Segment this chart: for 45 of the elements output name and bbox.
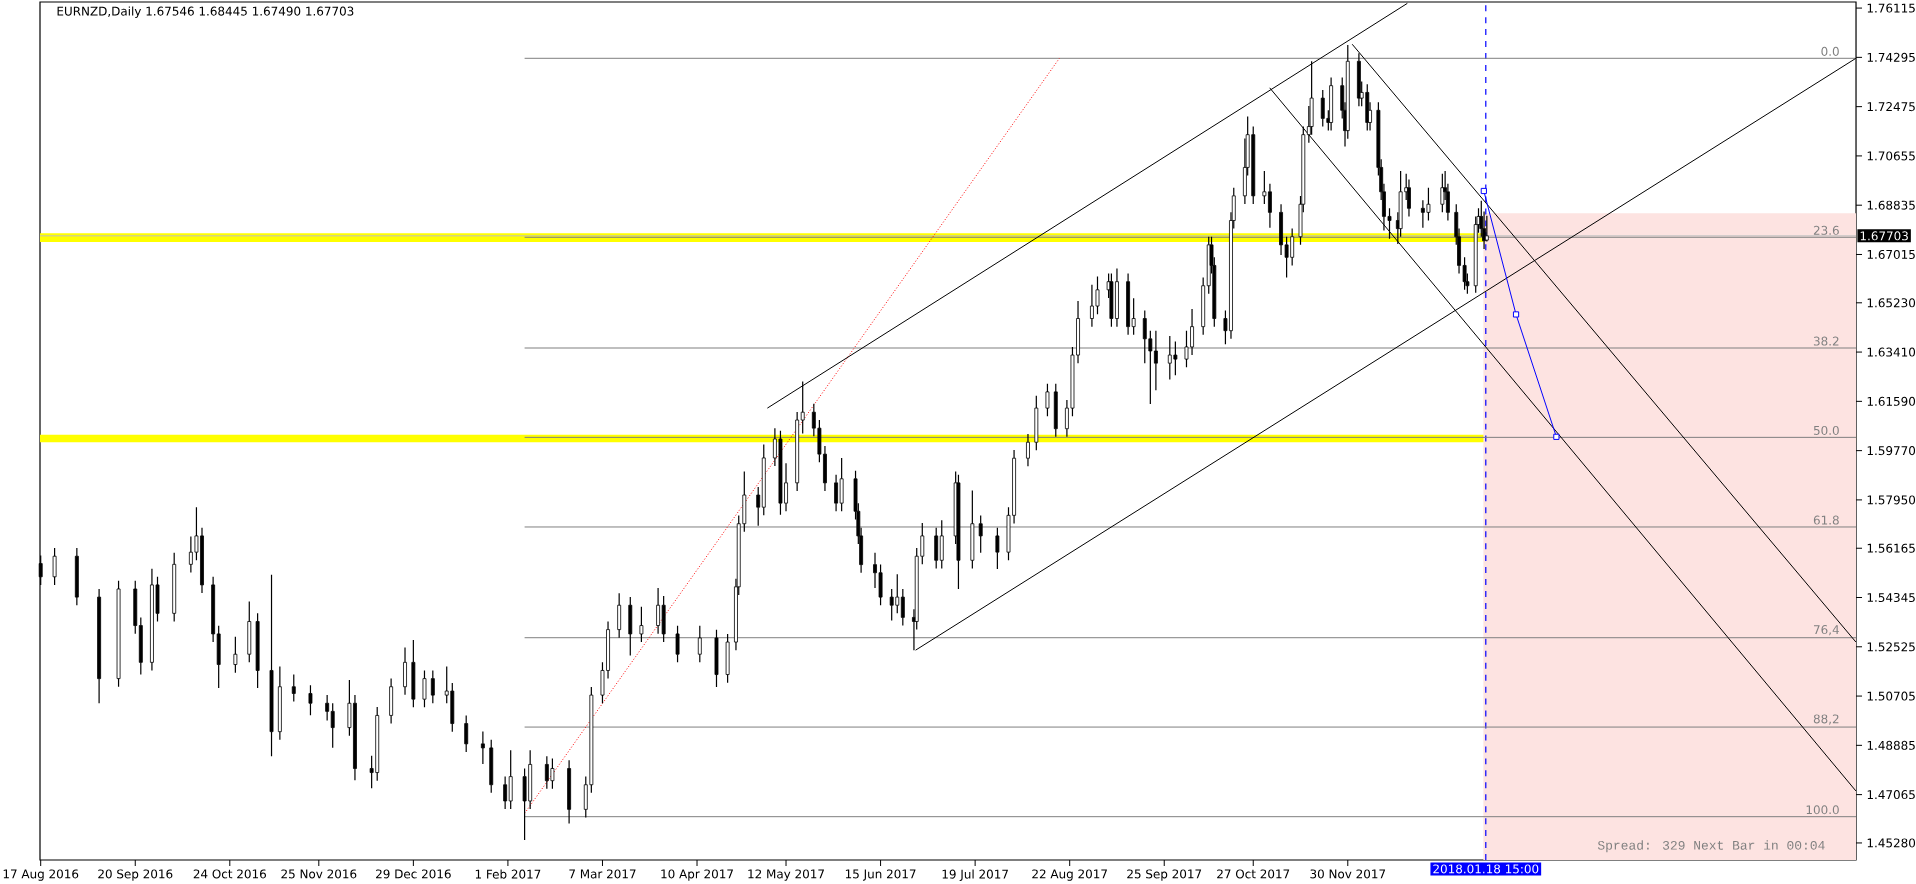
x-tick-label: 22 Aug 2017 [1032,869,1107,881]
x-tick-label: 29 Dec 2016 [376,869,451,879]
x-tick-label: 25 Nov 2016 [281,869,357,879]
y-tick-label: 1.57950 [1867,495,1916,505]
series-label: 23.6 [1813,225,1839,235]
y-tick-label: 1.68835 [1867,200,1915,210]
series-label: 76,4 [1813,625,1839,636]
y-tick-label: 1.47065 [1867,790,1915,800]
x-tick-label: 24 Oct 2016 [193,869,267,879]
x-tick-label: 7 Mar 2017 [569,869,636,879]
series-label: 0.0 [1821,46,1839,56]
x-tick-label: 12 May 2017 [748,869,824,881]
x-tick-label: 30 Nov 2017 [1310,869,1386,879]
series-label: 100.0 [1806,805,1839,815]
y-tick-label: 1.72475 [1867,102,1915,112]
x-tick-label: 15 Jun 2017 [845,869,916,881]
ref-line-label: 1.67703 [1860,231,1908,241]
y-tick-label: 1.45280 [1867,838,1916,848]
y-tick-label: 1.48885 [1867,740,1915,750]
y-tick-label: 1.61590 [1867,396,1916,406]
y-tick-label: 1.74295 [1867,52,1915,62]
y-tick-label: 1.65230 [1867,298,1916,308]
x-tick-label: 17 Aug 2016 [3,869,79,881]
y-tick-label: 1.56165 [1867,543,1915,553]
x-tick-label: 10 Apr 2017 [661,869,733,881]
y-tick-label: 1.52525 [1867,642,1915,652]
x-tick-label: 19 Jul 2017 [942,869,1008,881]
y-tick-label: 1.63410 [1867,347,1916,357]
x-tick-label: 20 Sep 2016 [98,869,173,881]
series-label: 61.8 [1813,515,1839,525]
ref-line-label: 2018.01.18 15:00 [1433,864,1539,874]
series-label: 50.0 [1813,425,1839,435]
series-label: 88,2 [1813,714,1839,725]
x-tick-label: 25 Sep 2017 [1127,869,1202,881]
y-tick-label: 1.76115 [1867,3,1915,13]
y-tick-label: 1.54345 [1867,592,1915,603]
annotation: Spread: 329 Next Bar in 00:04 [1597,840,1825,853]
x-tick-label: 27 Oct 2017 [1217,869,1290,879]
y-tick-label: 1.70655 [1867,151,1915,161]
chart-title: EURNZD,Daily 1.67546 1.68445 1.67490 1.67703 [57,6,354,18]
x-tick-label: 1 Feb 2017 [475,869,541,879]
series-label: 38.2 [1813,336,1839,346]
y-tick-label: 1.67015 [1867,249,1915,259]
y-tick-label: 1.50705 [1867,691,1915,701]
y-tick-label: 1.59770 [1867,446,1916,456]
